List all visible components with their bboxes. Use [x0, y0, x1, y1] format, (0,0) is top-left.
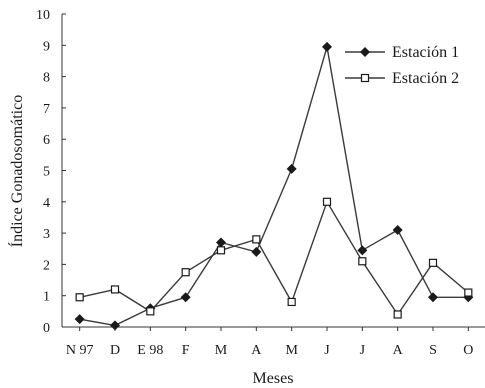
data-point-series-2 [358, 257, 367, 266]
legend: Estación 1 Estación 2 [345, 44, 459, 87]
x-tick-label: M [215, 343, 228, 358]
y-tick-label: 4 [43, 196, 50, 211]
data-point-series-2 [428, 258, 438, 267]
series-line-1 [79, 46, 469, 327]
x-tick-label: S [429, 343, 437, 358]
data-point-series-2 [216, 246, 226, 255]
y-tick-label: 1 [43, 290, 50, 305]
data-point-series-2 [110, 285, 120, 294]
data-point-series-1 [322, 41, 332, 52]
x-tick-label: J [324, 343, 330, 358]
data-point-series-1 [428, 292, 438, 303]
data-point-series-1 [357, 245, 368, 256]
y-tick-label: 7 [43, 102, 50, 117]
y-tick-label: 5 [43, 165, 50, 180]
x-tick-label: A [393, 343, 404, 358]
legend-marker-estacion-1 [360, 47, 370, 57]
data-point-series-1 [110, 320, 120, 331]
data-point-series-1 [74, 314, 85, 325]
x-tick-label: A [251, 343, 262, 358]
data-point-series-2 [464, 288, 473, 297]
y-tick-label: 10 [36, 8, 50, 23]
data-point-series-1 [392, 224, 403, 235]
x-tick-label: F [182, 343, 190, 358]
data-point-series-2 [287, 297, 296, 307]
data-point-series-1 [216, 237, 226, 248]
y-axis-title: Índice Gonadosomático [7, 95, 26, 247]
x-ticks: N 97 D E 98 F M A M J J A S O [66, 327, 473, 358]
x-tick-label: N 97 [66, 343, 94, 358]
y-tick-label: 0 [43, 321, 50, 336]
data-point-series-2 [146, 307, 155, 316]
y-tick-label: 3 [43, 227, 50, 242]
series-layer [74, 41, 474, 331]
data-point-series-1 [251, 246, 262, 257]
y-tick-label: 2 [43, 258, 50, 273]
series-line-2 [79, 201, 469, 316]
data-point-series-1 [180, 292, 191, 303]
y-ticks: 0 1 2 3 4 5 6 7 8 9 10 [36, 8, 66, 336]
x-tick-label: M [285, 343, 298, 358]
y-tick-label: 9 [43, 39, 50, 54]
legend-marker-estacion-2 [360, 73, 370, 83]
x-tick-label: E 98 [137, 343, 163, 358]
data-point-series-2 [393, 310, 402, 319]
x-tick-label: O [463, 343, 473, 358]
y-tick-label: 6 [43, 133, 50, 148]
data-point-series-2 [181, 268, 190, 277]
x-tick-label: D [110, 343, 120, 358]
data-point-series-2 [322, 197, 332, 206]
legend-label-estacion-1: Estación 1 [392, 44, 459, 61]
y-tick-label: 8 [43, 71, 50, 86]
data-point-series-1 [286, 163, 297, 174]
data-point-series-2 [252, 235, 261, 244]
x-tick-label: J [360, 343, 366, 358]
legend-label-estacion-2: Estación 2 [392, 70, 459, 87]
data-point-series-2 [75, 293, 84, 302]
x-axis-title: Meses [253, 370, 294, 387]
